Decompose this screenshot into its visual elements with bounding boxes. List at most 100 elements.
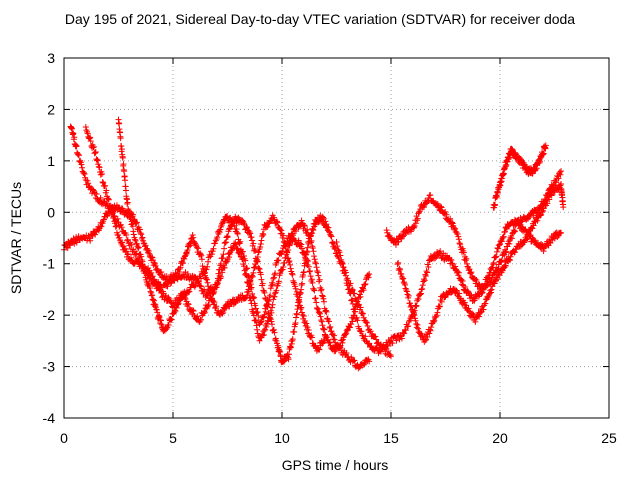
- data-point: [287, 261, 294, 268]
- data-point: [301, 251, 308, 258]
- data-point: [205, 258, 212, 265]
- data-point: [309, 245, 316, 252]
- data-point: [133, 250, 140, 257]
- data-point: [272, 337, 279, 344]
- data-point: [423, 268, 430, 275]
- data-point: [97, 194, 104, 201]
- data-point: [97, 171, 104, 178]
- data-point: [256, 337, 263, 344]
- data-point: [119, 154, 126, 161]
- data-point: [249, 290, 256, 297]
- data-point: [142, 242, 149, 249]
- data-point: [530, 222, 537, 229]
- data-point: [289, 336, 296, 343]
- data-point: [189, 232, 196, 239]
- data-point: [280, 238, 287, 245]
- data-point: [487, 289, 494, 296]
- data-point: [177, 296, 184, 303]
- data-point: [232, 241, 239, 248]
- data-point: [242, 266, 249, 273]
- data-point: [443, 211, 450, 218]
- data-point: [268, 282, 275, 289]
- data-point: [269, 301, 276, 308]
- data-point: [93, 191, 100, 198]
- data-point: [291, 329, 298, 336]
- data-point: [271, 329, 278, 336]
- data-point: [150, 257, 157, 264]
- data-point: [384, 342, 391, 349]
- data-point: [349, 318, 356, 325]
- data-point: [384, 229, 391, 236]
- data-point: [437, 248, 444, 255]
- data-point: [96, 164, 103, 171]
- data-point: [492, 201, 499, 208]
- data-point: [311, 287, 318, 294]
- data-point: [98, 171, 105, 178]
- data-point: [320, 295, 327, 302]
- y-tick-label: -2: [43, 307, 56, 323]
- data-point: [81, 170, 88, 177]
- x-tick-label: 0: [60, 430, 68, 446]
- data-point: [207, 289, 214, 296]
- data-point: [463, 302, 470, 309]
- data-point: [424, 334, 431, 341]
- data-point: [220, 251, 227, 258]
- data-point: [422, 200, 429, 207]
- data-point: [297, 306, 304, 313]
- data-point: [488, 275, 495, 282]
- data-point: [460, 249, 467, 256]
- series-track-5: [333, 216, 565, 357]
- data-point: [300, 269, 307, 276]
- data-point: [424, 269, 431, 276]
- data-point: [111, 213, 118, 220]
- data-point: [298, 245, 305, 252]
- data-point: [502, 262, 509, 269]
- data-point: [118, 239, 125, 246]
- data-point: [192, 241, 199, 248]
- data-point: [363, 319, 370, 326]
- data-point: [250, 295, 257, 302]
- data-point: [383, 227, 390, 234]
- data-point: [162, 293, 169, 300]
- data-point: [216, 229, 223, 236]
- data-point: [268, 309, 275, 316]
- data-point: [437, 203, 444, 210]
- data-point: [261, 327, 268, 334]
- data-point: [373, 336, 380, 343]
- data-point: [327, 323, 334, 330]
- data-point: [347, 290, 354, 297]
- data-point: [337, 252, 344, 259]
- data-point: [402, 285, 409, 292]
- data-point: [345, 286, 352, 293]
- data-point: [317, 313, 324, 320]
- axes: 0 5 10 15 20 25 -4 -3 -2 -1 0 1 2 3: [43, 50, 617, 446]
- data-point: [458, 276, 465, 283]
- data-point: [287, 344, 294, 351]
- data-point: [343, 330, 350, 337]
- data-point: [494, 189, 501, 196]
- data-point: [345, 285, 352, 292]
- data-point: [283, 248, 290, 255]
- data-point: [396, 265, 403, 272]
- data-point: [136, 226, 143, 233]
- data-point: [346, 324, 353, 331]
- data-point: [360, 287, 367, 294]
- data-point: [491, 280, 498, 287]
- data-point: [214, 280, 221, 287]
- data-point: [249, 273, 256, 280]
- data-point: [264, 297, 271, 304]
- series-track-3: [67, 123, 373, 355]
- data-point: [201, 309, 208, 316]
- data-point: [167, 316, 174, 323]
- data-point: [244, 224, 251, 231]
- data-point: [165, 321, 172, 328]
- data-point: [427, 191, 434, 198]
- data-point: [306, 268, 313, 275]
- data-point: [307, 239, 314, 246]
- data-point: [400, 275, 407, 282]
- data-point: [270, 296, 277, 303]
- data-point: [251, 264, 258, 271]
- data-point: [135, 244, 142, 251]
- data-point: [505, 238, 512, 245]
- data-point: [362, 281, 369, 288]
